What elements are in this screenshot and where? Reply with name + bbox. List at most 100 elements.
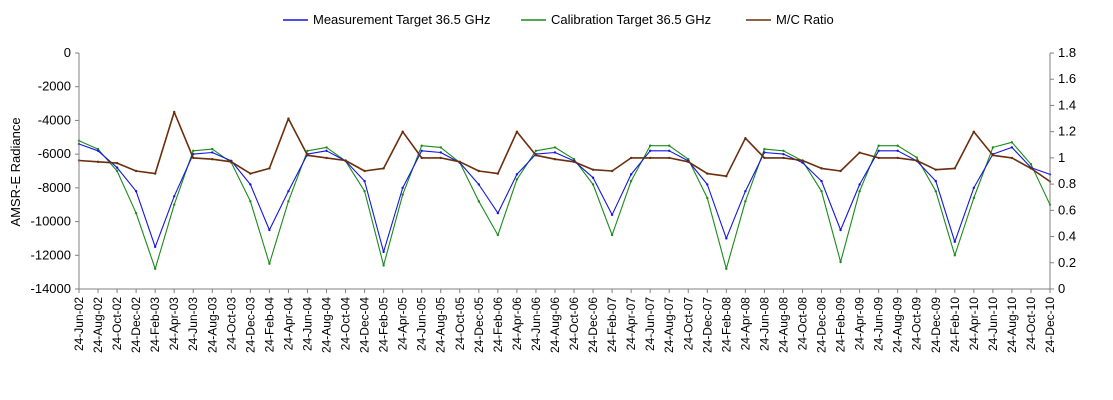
y-right-tick-label: 1.4 [1058, 97, 1076, 112]
data-point [268, 262, 271, 265]
data-point [706, 196, 709, 200]
data-point [325, 149, 328, 152]
data-point [744, 200, 747, 203]
x-tick-label: 24-Jun-07 [643, 297, 657, 351]
y-left-tick-label: -8000 [38, 180, 71, 195]
data-point [249, 172, 252, 175]
data-point [782, 149, 785, 152]
data-point [325, 156, 328, 160]
data-point [896, 149, 899, 152]
data-point [629, 173, 633, 176]
x-tick-label: 24-Jun-10 [986, 297, 1000, 351]
y-left-tick-label: -10000 [31, 214, 71, 229]
data-point [687, 158, 690, 161]
data-point [153, 172, 157, 175]
data-point [858, 151, 861, 154]
data-point [192, 149, 195, 152]
x-tick-label: 24-Jun-03 [186, 297, 200, 351]
data-point [972, 196, 976, 200]
data-point [115, 169, 119, 173]
data-point [363, 190, 366, 193]
data-point [439, 146, 442, 149]
data-point [839, 260, 842, 264]
data-point [1010, 146, 1014, 149]
data-point [401, 130, 404, 133]
x-tick-label: 24-Aug-03 [205, 297, 219, 353]
x-tick-label: 24-Aug-02 [91, 297, 105, 353]
legend: Measurement Target 36.5 GHz Calibration T… [283, 12, 834, 27]
data-point [115, 161, 119, 165]
x-tick-label: 24-Jun-08 [757, 297, 771, 351]
data-point [439, 151, 442, 154]
data-point [172, 110, 176, 114]
data-point [687, 160, 690, 164]
data-point [953, 254, 957, 257]
data-point [382, 167, 385, 170]
data-point [668, 149, 671, 152]
data-point [153, 267, 157, 270]
series-line-1 [78, 140, 1051, 270]
x-tick-label: 24-Aug-04 [320, 297, 334, 353]
data-point [134, 169, 138, 173]
data-point [763, 151, 766, 154]
x-tick-label: 24-Feb-07 [605, 297, 619, 353]
data-point [706, 172, 709, 175]
x-tick-label: 24-Apr-05 [396, 297, 410, 351]
data-point [858, 190, 861, 193]
data-point [591, 168, 595, 171]
x-tick-label: 24-Apr-06 [510, 297, 524, 351]
data-point [820, 179, 823, 183]
data-point [668, 144, 671, 147]
x-tick-label: 24-Oct-02 [110, 297, 124, 351]
data-point [591, 176, 595, 179]
y-right-tick-label: 1.8 [1058, 45, 1076, 60]
data-point [249, 183, 252, 186]
x-tick-label: 24-Apr-04 [281, 297, 295, 351]
x-tick-label: 24-Oct-05 [453, 297, 467, 351]
data-point [382, 264, 385, 267]
y-right-tick-label: 1.6 [1058, 71, 1076, 86]
data-point [477, 200, 481, 203]
data-point [648, 149, 652, 152]
data-point [1029, 163, 1033, 166]
data-point [363, 169, 366, 173]
data-point [325, 146, 328, 149]
x-tick-label: 24-Oct-03 [224, 297, 238, 351]
y-left-tick-label: -14000 [31, 281, 71, 296]
x-tick-label: 24-Dec-02 [129, 297, 143, 353]
data-point [820, 190, 823, 193]
x-tick-label: 24-Oct-04 [339, 297, 353, 351]
data-point [553, 146, 557, 149]
data-point [458, 160, 461, 164]
data-point [629, 179, 633, 183]
data-point [515, 130, 519, 133]
series-line-0 [78, 143, 1051, 253]
data-point [477, 169, 481, 173]
x-tick-label: 24-Oct-09 [910, 297, 924, 351]
legend-label: Measurement Target 36.5 GHz [313, 12, 491, 27]
data-point [839, 169, 842, 173]
y-right-tick-label: 1.2 [1058, 124, 1076, 139]
data-point [363, 179, 366, 183]
data-point [96, 147, 100, 151]
data-point [572, 160, 576, 164]
data-point [420, 144, 423, 147]
legend-label: M/C Ratio [776, 12, 834, 27]
data-point [134, 211, 138, 215]
data-point [915, 159, 918, 162]
data-point [991, 154, 995, 157]
data-point [991, 146, 995, 149]
x-tick-label: 24-Dec-04 [358, 297, 372, 353]
data-point [96, 149, 100, 152]
data-point [401, 186, 404, 190]
data-point [648, 156, 652, 160]
x-tick-label: 24-Aug-06 [548, 297, 562, 353]
data-point [515, 173, 519, 176]
data-point [211, 158, 214, 161]
data-point [439, 156, 442, 160]
data-point [610, 169, 614, 173]
data-point [1029, 167, 1033, 170]
x-tick-label: 24-Apr-07 [624, 297, 638, 351]
data-point [782, 152, 785, 156]
